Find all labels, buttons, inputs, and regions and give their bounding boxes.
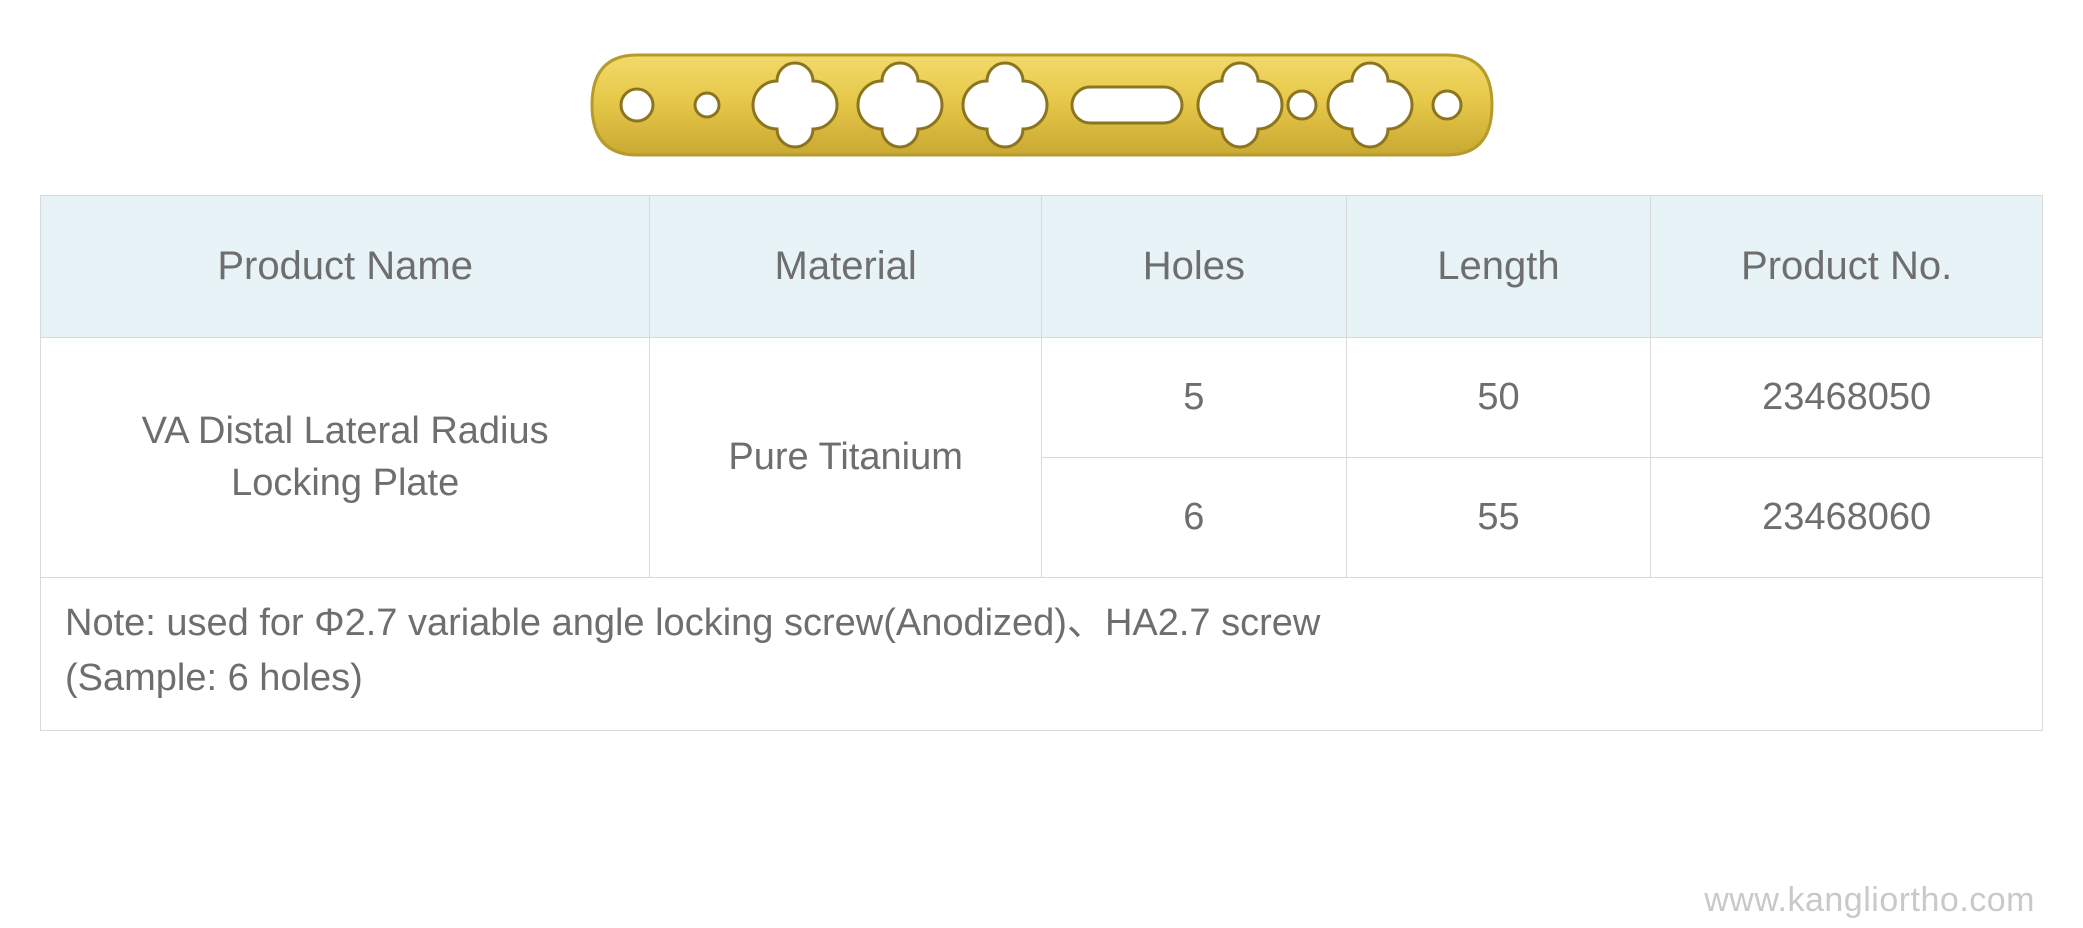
col-length: Length [1346, 196, 1651, 338]
cell-product-name: VA Distal Lateral Radius Locking Plate [41, 338, 650, 578]
product-image-container [0, 0, 2083, 195]
col-material: Material [650, 196, 1042, 338]
cell-length: 50 [1346, 338, 1651, 458]
cell-product-no: 23468050 [1651, 338, 2043, 458]
cell-product-no: 23468060 [1651, 458, 2043, 578]
spec-table-container: Product Name Material Holes Length Produ… [40, 195, 2043, 731]
col-holes: Holes [1042, 196, 1347, 338]
col-product-name: Product Name [41, 196, 650, 338]
note-line2: (Sample: 6 holes) [65, 657, 363, 699]
cell-holes: 6 [1042, 458, 1347, 578]
cell-length: 55 [1346, 458, 1651, 578]
note-line1: Note: used for Φ2.7 variable angle locki… [65, 602, 1320, 644]
table-header-row: Product Name Material Holes Length Produ… [41, 196, 2043, 338]
cell-note: Note: used for Φ2.7 variable angle locki… [41, 578, 2043, 731]
watermark-text: www.kangliortho.com [1704, 881, 2035, 920]
table-row: VA Distal Lateral Radius Locking Plate P… [41, 338, 2043, 458]
cell-holes: 5 [1042, 338, 1347, 458]
spec-table: Product Name Material Holes Length Produ… [40, 195, 2043, 731]
product-plate-image [582, 45, 1502, 165]
cell-material: Pure Titanium [650, 338, 1042, 578]
product-name-line1: VA Distal Lateral Radius [142, 410, 549, 452]
table-note-row: Note: used for Φ2.7 variable angle locki… [41, 578, 2043, 731]
col-product-no: Product No. [1651, 196, 2043, 338]
product-name-line2: Locking Plate [231, 462, 459, 504]
